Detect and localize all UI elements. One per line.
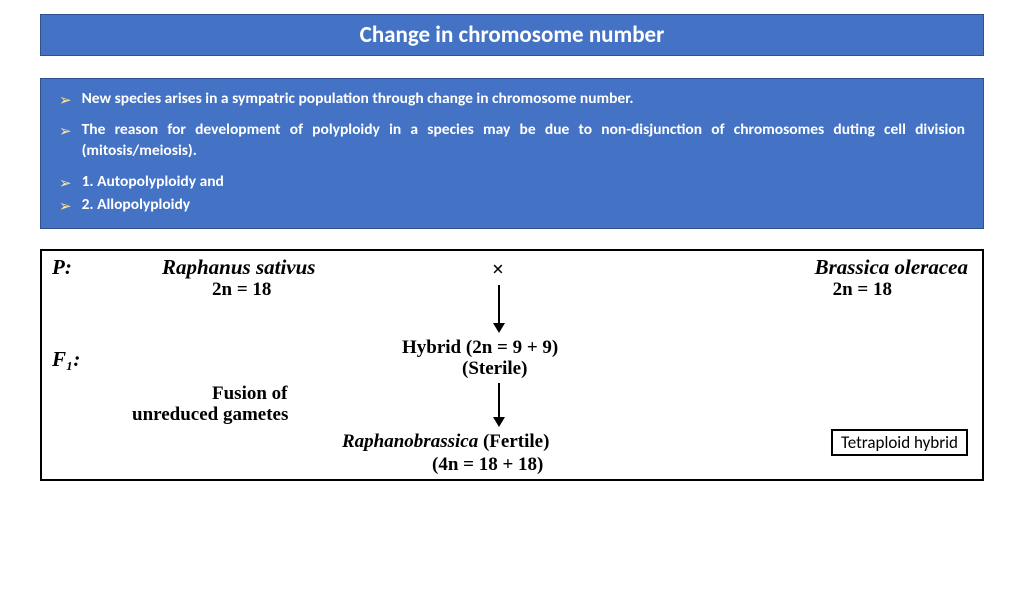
bullet-text: 2. Allopolyploidy xyxy=(82,195,191,216)
bullet-item: ➢ 2. Allopolyploidy xyxy=(59,195,965,216)
bullet-item: ➢ New species arises in a sympatric popu… xyxy=(59,89,965,110)
triangle-bullet-icon: ➢ xyxy=(59,122,72,141)
tetraploid-caption: Tetraploid hybrid xyxy=(831,429,968,456)
bullet-item: ➢ The reason for development of polyploi… xyxy=(59,120,965,162)
result-fertile-note: (Fertile) xyxy=(483,431,549,452)
triangle-bullet-icon: ➢ xyxy=(59,91,72,110)
bullet-text: The reason for development of polyploidy… xyxy=(82,120,965,162)
bullet-text: New species arises in a sympatric popula… xyxy=(82,89,634,110)
parent2-chromosome-count: 2n = 18 xyxy=(833,279,892,301)
cross-symbol: × xyxy=(492,257,504,282)
triangle-bullet-icon: ➢ xyxy=(59,197,72,216)
slide-title: Change in chromosome number xyxy=(40,14,984,56)
result-line: Raphanobrassica (Fertile) xyxy=(342,431,549,453)
bullet-panel: ➢ New species arises in a sympatric popu… xyxy=(40,78,984,229)
hybrid-label: Hybrid (2n = 9 + 9) xyxy=(402,337,558,359)
down-arrow-icon xyxy=(493,285,505,333)
bullet-text: 1. Autopolyploidy and xyxy=(82,172,224,193)
parent1-chromosome-count: 2n = 18 xyxy=(212,279,271,301)
hybrid-sterile-note: (Sterile) xyxy=(462,358,527,380)
fusion-label-line2: unreduced gametes xyxy=(132,404,288,426)
triangle-bullet-icon: ➢ xyxy=(59,174,72,193)
p-generation-label: P: xyxy=(52,255,72,280)
result-chromosome-count: (4n = 18 + 18) xyxy=(432,454,543,476)
result-genus-name: Raphanobrassica xyxy=(342,431,478,452)
fusion-label-line1: Fusion of xyxy=(212,383,288,405)
parent2-name: Brassica oleracea xyxy=(815,255,968,280)
down-arrow-icon xyxy=(493,383,505,427)
cross-diagram: P: Raphanus sativus 2n = 18 × Brassica o… xyxy=(40,249,984,481)
f1-generation-label: F₁: xyxy=(52,347,80,372)
bullet-item: ➢ 1. Autopolyploidy and xyxy=(59,172,965,193)
parent1-name: Raphanus sativus xyxy=(162,255,315,280)
